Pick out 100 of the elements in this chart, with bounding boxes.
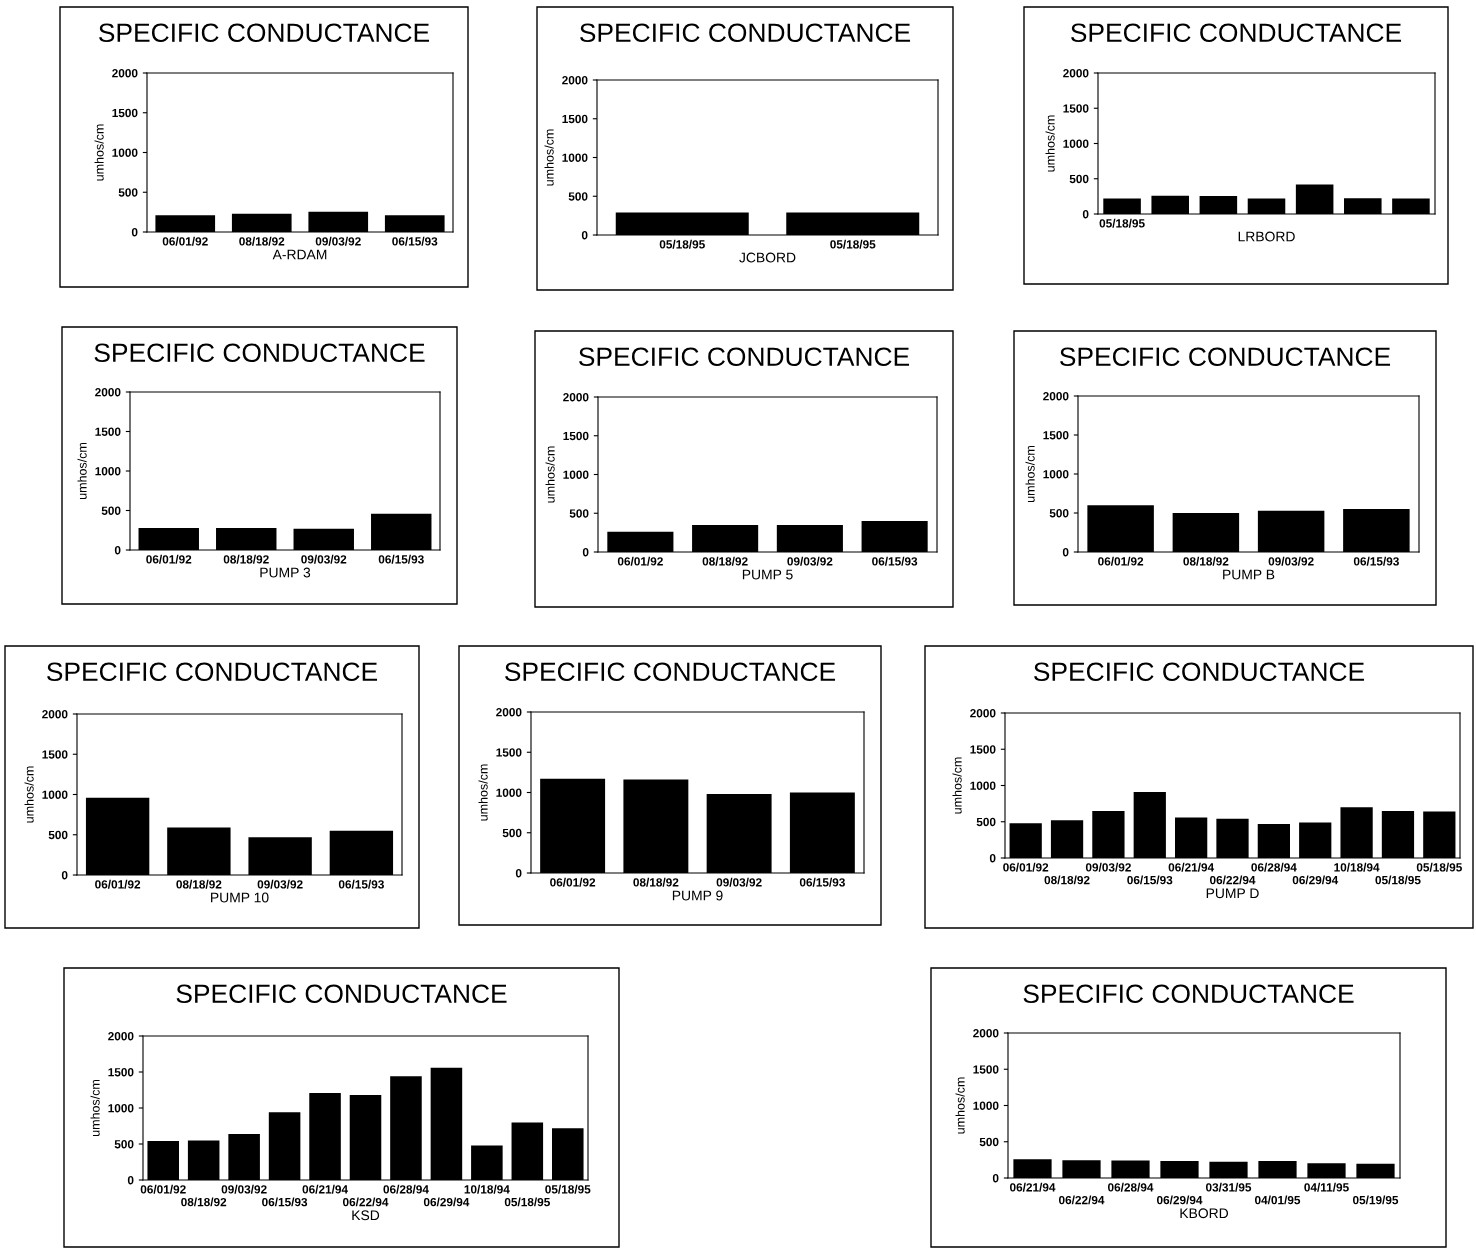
y-tick-label: 500 bbox=[48, 830, 68, 840]
y-tick-label: 2000 bbox=[496, 708, 522, 717]
x-tick-label: 04/01/95 bbox=[1254, 1195, 1301, 1205]
chart-title: SPECIFIC CONDUCTANCE bbox=[1034, 662, 1365, 682]
x-tick-label: 05/19/95 bbox=[1352, 1195, 1399, 1205]
x-tick-label: 09/03/92 bbox=[257, 879, 303, 889]
y-tick-label: 0 bbox=[131, 228, 138, 237]
y-axis-title: umhos/cm bbox=[952, 757, 962, 814]
y-tick-label: 500 bbox=[101, 506, 121, 515]
chart-title: SPECIFIC CONDUCTANCE bbox=[47, 662, 378, 682]
y-tick-label: 0 bbox=[581, 231, 588, 240]
x-tick-label: 06/22/94 bbox=[342, 1197, 389, 1207]
y-tick-label: 0 bbox=[992, 1174, 999, 1183]
y-tick-label: 1000 bbox=[108, 1104, 134, 1113]
y-tick-label: 1000 bbox=[562, 153, 588, 162]
y-tick-label: 0 bbox=[114, 546, 121, 555]
y-tick-label: 1500 bbox=[112, 108, 138, 118]
y-tick-label: 2000 bbox=[1063, 69, 1089, 78]
x-axis-title: PUMP D bbox=[1206, 888, 1259, 899]
x-tick-label: 08/18/92 bbox=[181, 1197, 227, 1207]
x-tick-label: 05/18/95 bbox=[830, 239, 876, 249]
x-tick-label: 05/18/95 bbox=[659, 239, 705, 249]
x-tick-label: 06/22/94 bbox=[1058, 1195, 1105, 1205]
x-axis-title: PUMP 9 bbox=[672, 890, 723, 901]
x-tick-label: 09/03/92 bbox=[787, 556, 833, 566]
x-tick-label: 06/15/93 bbox=[1353, 556, 1399, 566]
x-tick-label: 05/18/95 bbox=[545, 1184, 591, 1194]
x-tick-label: 06/15/93 bbox=[338, 879, 384, 889]
y-tick-label: 1000 bbox=[42, 790, 68, 799]
chart-title: SPECIFIC CONDUCTANCE bbox=[99, 23, 430, 43]
y-tick-label: 1000 bbox=[1043, 470, 1069, 479]
y-axis-title: umhos/cm bbox=[545, 446, 555, 503]
y-tick-label: 1000 bbox=[112, 148, 138, 157]
x-axis-title: PUMP 5 bbox=[742, 569, 793, 580]
x-tick-label: 06/01/92 bbox=[95, 879, 141, 889]
x-axis-title: PUMP B bbox=[1223, 569, 1275, 580]
y-tick-label: 1500 bbox=[1043, 431, 1069, 440]
x-axis-title: KSD bbox=[352, 1210, 380, 1221]
y-tick-label: 500 bbox=[1049, 509, 1069, 518]
y-axis-title: umhos/cm bbox=[1025, 446, 1035, 503]
x-tick-label: 08/18/92 bbox=[1183, 556, 1229, 566]
y-tick-label: 1500 bbox=[1063, 104, 1089, 113]
x-tick-label: 06/01/92 bbox=[140, 1184, 186, 1194]
x-tick-label: 09/03/92 bbox=[1085, 862, 1131, 872]
y-tick-label: 0 bbox=[582, 548, 589, 557]
y-tick-label: 1500 bbox=[496, 748, 522, 757]
y-axis-title: umhos/cm bbox=[955, 1077, 965, 1134]
x-tick-label: 05/18/95 bbox=[504, 1197, 550, 1207]
y-axis-title: umhos/cm bbox=[94, 124, 104, 181]
x-tick-label: 06/01/92 bbox=[146, 554, 192, 564]
x-tick-label: 06/15/93 bbox=[1127, 875, 1173, 885]
x-tick-label: 06/28/94 bbox=[1107, 1182, 1154, 1192]
x-tick-label: 05/18/95 bbox=[1416, 862, 1462, 872]
x-tick-label: 09/03/92 bbox=[221, 1184, 267, 1194]
y-axis-title: umhos/cm bbox=[77, 443, 87, 500]
y-tick-label: 0 bbox=[1062, 548, 1069, 557]
y-tick-label: 1500 bbox=[563, 431, 589, 441]
y-tick-label: 500 bbox=[979, 1137, 999, 1147]
chart-title: SPECIFIC CONDUCTANCE bbox=[579, 347, 910, 367]
x-tick-label: 09/03/92 bbox=[315, 236, 361, 246]
y-tick-label: 2000 bbox=[973, 1029, 999, 1038]
x-tick-label: 06/15/93 bbox=[872, 556, 918, 566]
x-tick-label: 08/18/92 bbox=[1044, 875, 1090, 885]
x-tick-label: 06/15/93 bbox=[262, 1197, 308, 1207]
x-tick-label: 06/15/93 bbox=[799, 877, 845, 887]
x-tick-label: 06/15/93 bbox=[378, 554, 424, 564]
x-tick-label: 06/15/93 bbox=[392, 236, 438, 246]
x-tick-label: 06/29/94 bbox=[1292, 875, 1339, 885]
y-tick-label: 500 bbox=[568, 192, 588, 201]
x-tick-label: 10/18/94 bbox=[464, 1184, 510, 1194]
x-tick-label: 05/18/95 bbox=[1099, 218, 1145, 228]
y-tick-label: 1500 bbox=[108, 1068, 134, 1077]
y-tick-label: 500 bbox=[976, 817, 996, 827]
y-tick-label: 0 bbox=[989, 854, 996, 863]
x-tick-label: 09/03/92 bbox=[1268, 556, 1314, 566]
x-tick-label: 08/18/92 bbox=[633, 877, 679, 887]
y-tick-label: 1000 bbox=[95, 467, 121, 476]
y-tick-label: 1000 bbox=[496, 788, 522, 797]
y-tick-label: 500 bbox=[502, 828, 522, 838]
chart-title: SPECIFIC CONDUCTANCE bbox=[1071, 23, 1402, 43]
y-tick-label: 2000 bbox=[95, 388, 121, 397]
y-tick-label: 1500 bbox=[970, 745, 996, 754]
y-tick-label: 2000 bbox=[1043, 392, 1069, 401]
y-tick-label: 1000 bbox=[1063, 139, 1089, 148]
x-tick-label: 06/21/94 bbox=[302, 1184, 348, 1194]
x-tick-label: 06/29/94 bbox=[1156, 1195, 1203, 1205]
x-tick-label: 08/18/92 bbox=[702, 556, 748, 566]
y-tick-label: 0 bbox=[515, 869, 522, 878]
x-tick-label: 08/18/92 bbox=[176, 879, 222, 889]
y-tick-label: 2000 bbox=[562, 76, 588, 85]
y-tick-label: 2000 bbox=[970, 709, 996, 718]
x-tick-label: 06/01/92 bbox=[1003, 862, 1049, 872]
y-axis-title: umhos/cm bbox=[544, 129, 554, 186]
chart-title: SPECIFIC CONDUCTANCE bbox=[1023, 984, 1354, 1004]
chart-title: SPECIFIC CONDUCTANCE bbox=[176, 984, 507, 1004]
chart-title: SPECIFIC CONDUCTANCE bbox=[505, 662, 836, 682]
x-axis-title: JCBORD bbox=[739, 252, 796, 263]
x-axis-title: LRBORD bbox=[1238, 231, 1295, 242]
x-tick-label: 06/01/92 bbox=[617, 556, 663, 566]
y-axis-title: umhos/cm bbox=[24, 766, 34, 823]
